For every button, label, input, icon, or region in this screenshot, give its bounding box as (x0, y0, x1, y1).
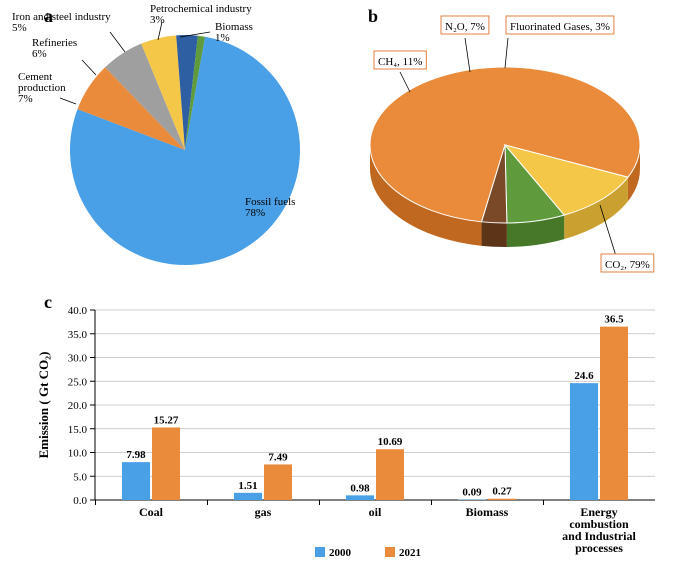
bar-value-label: 10.69 (378, 436, 403, 448)
pie-a-slice-label: 1% (215, 32, 230, 44)
pie-a-slice-label: Iron and steel industry (12, 11, 111, 23)
leader-line (82, 60, 96, 75)
legend-label: 2021 (399, 547, 421, 559)
pie-b-slice-label: Fluorinated Gases, 3% (510, 21, 610, 33)
bar (152, 427, 180, 500)
y-tick-label: 25.0 (68, 376, 88, 388)
pie-a-slice-label: 3% (150, 14, 165, 26)
pie-a-slice-label: Petrochemical industry (150, 3, 252, 15)
bar-value-label: 0.27 (492, 486, 512, 498)
pie-b-slice-label: N₂O, 7% (445, 21, 485, 33)
y-axis-label: Emission ( Gt CO₂) (36, 352, 51, 459)
leader-line (465, 38, 470, 72)
pie-b-side (482, 222, 507, 247)
pie-b-slice-label: CO₂, 79% (605, 259, 650, 271)
bar-value-label: 1.51 (238, 480, 257, 492)
bar (376, 449, 404, 500)
bar-value-label: 7.98 (126, 449, 146, 461)
bar (122, 462, 150, 500)
panel-b-label: b (368, 6, 378, 26)
category-label: gas (255, 505, 272, 519)
bar (570, 383, 598, 500)
leader-line (60, 98, 76, 104)
bar (600, 327, 628, 500)
category-label: Biomass (466, 505, 509, 519)
y-tick-label: 30.0 (68, 353, 88, 365)
y-tick-label: 10.0 (68, 448, 88, 460)
pie-a-slice-label: 7% (18, 93, 33, 105)
legend-label: 2000 (329, 547, 352, 559)
leader-line (400, 72, 410, 92)
y-tick-label: 35.0 (68, 329, 88, 341)
legend-swatch (315, 547, 325, 557)
bar (346, 495, 374, 500)
leader-line (110, 32, 125, 52)
category-label: processes (575, 541, 623, 555)
pie-a-slice-label: 6% (32, 48, 47, 60)
y-tick-label: 20.0 (68, 400, 88, 412)
bar (264, 464, 292, 500)
y-tick-label: 15.0 (68, 424, 88, 436)
pie-a-slice-label: 78% (245, 207, 265, 219)
bar-value-label: 0.09 (462, 487, 482, 499)
bar-value-label: 15.27 (154, 414, 179, 426)
y-tick-label: 40.0 (68, 305, 88, 317)
legend-swatch (385, 547, 395, 557)
pie-b-slice-label: CH₄, 11% (378, 56, 422, 68)
category-label: Coal (139, 505, 164, 519)
bar (488, 499, 516, 500)
bar-value-label: 7.49 (268, 451, 288, 463)
category-label: oil (369, 505, 382, 519)
bar-value-label: 36.5 (604, 314, 624, 326)
pie-a-slice-label: 5% (12, 22, 27, 34)
panel-c-label: c (44, 292, 52, 312)
leader-line (505, 38, 508, 68)
y-tick-label: 0.0 (73, 495, 87, 507)
bar-value-label: 0.98 (350, 482, 370, 494)
bar (234, 493, 262, 500)
y-tick-label: 5.0 (73, 471, 87, 483)
bar-value-label: 24.6 (574, 370, 594, 382)
